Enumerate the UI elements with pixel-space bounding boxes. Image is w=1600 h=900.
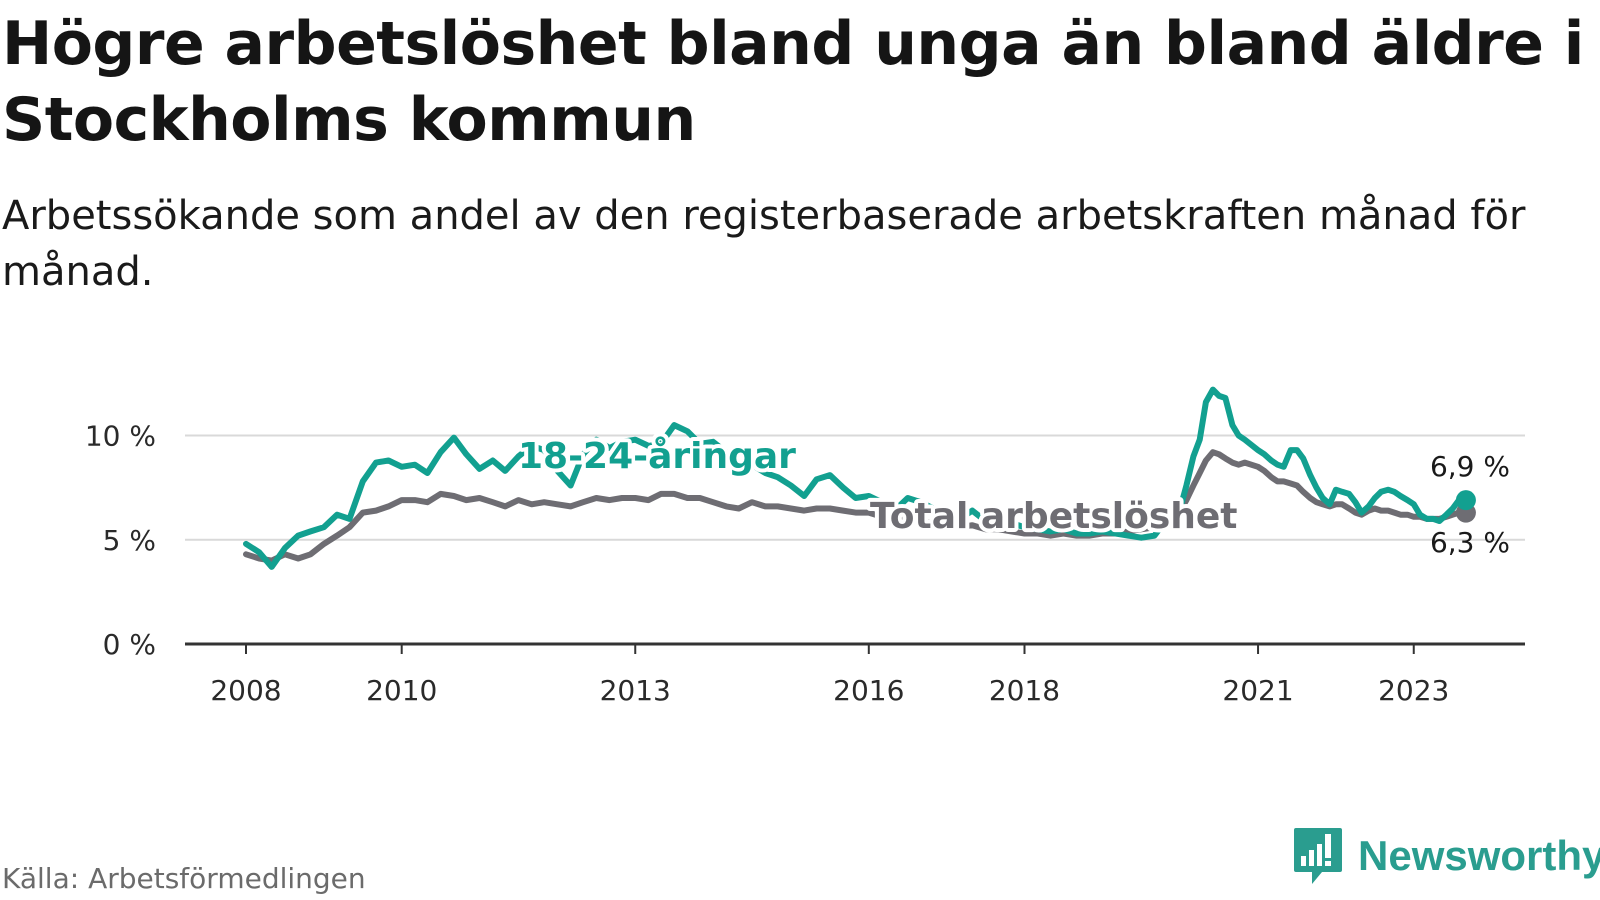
x-tick-label: 2013	[600, 674, 671, 707]
series-line-youth	[243, 386, 1469, 570]
series-line-total	[243, 449, 1469, 564]
series-lines	[243, 386, 1476, 570]
x-tick-label: 2016	[833, 674, 904, 707]
end-point-youth	[1455, 490, 1476, 511]
gridlines	[185, 434, 1525, 541]
y-tick-label: 5 %	[103, 524, 156, 557]
series-label-total: Total arbetslöshet	[870, 496, 1238, 537]
y-tick-label: 10 %	[85, 420, 156, 453]
newsworthy-logo-icon	[1294, 828, 1342, 884]
x-tick-label: 2021	[1222, 674, 1293, 707]
x-axis: 2008 2010 2013 2016 2018 2021 2023	[185, 642, 1525, 707]
x-tick-label: 2008	[210, 674, 281, 707]
end-value-youth: 6,9 %	[1430, 450, 1510, 483]
chart-subtitle: Arbetssökande som andel av den registerb…	[2, 193, 1526, 295]
source-note: Källa: Arbetsförmedlingen	[2, 862, 366, 895]
end-value-total: 6,3 %	[1430, 526, 1510, 559]
chart-title: Högre arbetslöshet bland unga än bland ä…	[2, 9, 1584, 155]
newsworthy-logo[interactable]: Newsworthy	[1292, 826, 1600, 886]
x-tick-label: 2023	[1378, 674, 1449, 707]
series-label-youth: 18-24-åringar	[518, 436, 796, 477]
y-tick-label: 0 %	[103, 628, 156, 661]
x-tick-label: 2018	[989, 674, 1060, 707]
series-labels: 18-24-åringar Total arbetslöshet 6,9 % 6,3 …	[514, 432, 1510, 559]
y-axis-ticks: 0 % 5 % 10 %	[85, 420, 156, 662]
x-tick-label: 2010	[366, 674, 437, 707]
logo-text: Newsworthy	[1358, 832, 1600, 879]
